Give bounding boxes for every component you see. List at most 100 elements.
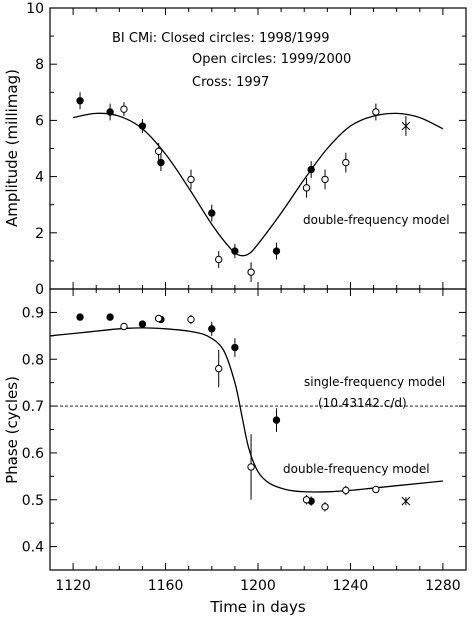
legend-title-line: BI CMi: Closed circles: 1998/1999 xyxy=(112,31,330,46)
ph-y-tick-label: 0.4 xyxy=(22,540,44,556)
open-circle-marker xyxy=(342,158,350,167)
closed-circle-marker xyxy=(272,247,281,255)
amplitude-panel: 0 2 4 6 8 10 Amplitude (millimag) BI CMi: Clo… xyxy=(3,1,467,298)
amp-point-open xyxy=(302,178,311,198)
amplitude-y-axis-label: Amplitude (millimag) xyxy=(3,69,21,227)
amp-point-closed xyxy=(272,242,281,260)
amp-point-open xyxy=(215,251,223,268)
open-circle-marker xyxy=(120,105,128,113)
amp-point-cross xyxy=(401,116,411,136)
open-circle-marker xyxy=(215,255,223,264)
amp-point-closed xyxy=(208,204,216,222)
amp-y-tick-label: 4 xyxy=(35,170,44,186)
open-circle-marker xyxy=(342,486,350,495)
phase-data-points xyxy=(76,313,411,512)
amp-point-closed xyxy=(231,244,239,259)
x-tick-label: 1120 xyxy=(55,578,91,594)
open-circle-marker xyxy=(120,322,128,331)
ph-point-closed xyxy=(138,320,147,328)
amp-y-tick-label: 8 xyxy=(35,57,44,73)
open-circle-marker xyxy=(154,314,163,323)
ph-point-closed xyxy=(272,408,281,432)
open-circle-marker xyxy=(187,315,195,324)
ph-point-closed xyxy=(231,338,239,357)
x-tick-label: 1280 xyxy=(425,578,461,594)
amplitude-plot-frame xyxy=(49,7,467,290)
closed-circle-marker xyxy=(272,416,281,424)
phase-x-ticks: 1120 1160 1200 1240 1280 xyxy=(55,289,461,594)
x-tick-label: 1160 xyxy=(148,578,184,594)
amp-y-tick-label: 0 xyxy=(35,282,44,298)
amp-point-open xyxy=(120,102,128,117)
open-circle-marker xyxy=(247,268,255,276)
x-axis-label: Time in days xyxy=(209,598,306,616)
phase-plot-frame xyxy=(49,288,467,571)
amp-point-open xyxy=(372,103,380,121)
open-circle-marker xyxy=(372,108,380,116)
closed-circle-marker xyxy=(157,158,165,167)
amp-point-closed xyxy=(76,92,84,110)
ph-y-tick-label: 0.9 xyxy=(22,305,44,321)
single-frequency-value-label: (10.43142 c/d) xyxy=(318,396,407,410)
ph-point-open xyxy=(321,502,329,512)
amp-point-closed xyxy=(106,103,114,121)
phase-y-ticks: 0.4 0.5 0.6 0.7 0.8 0.9 xyxy=(22,288,466,571)
legend-open-circles-line: Open circles: 1999/2000 xyxy=(192,52,351,67)
legend-cross-line: Cross: 1997 xyxy=(192,75,269,90)
closed-circle-marker xyxy=(138,122,147,130)
ph-point-closed xyxy=(76,313,84,321)
ph-y-tick-label: 0.5 xyxy=(22,493,44,509)
amp-point-open xyxy=(342,152,350,173)
ph-y-tick-label: 0.8 xyxy=(22,352,44,368)
open-circle-marker xyxy=(187,175,195,184)
closed-circle-marker xyxy=(138,320,147,328)
closed-circle-marker xyxy=(106,313,114,321)
open-circle-marker xyxy=(302,496,311,504)
amp-point-closed xyxy=(138,118,147,134)
amplitude-data-points xyxy=(76,92,411,282)
closed-circle-marker xyxy=(76,97,84,105)
open-circle-marker xyxy=(154,147,163,156)
closed-circle-marker xyxy=(208,209,216,217)
amp-point-closed xyxy=(157,154,165,171)
closed-circle-marker xyxy=(307,165,315,174)
ph-point-open xyxy=(302,495,311,505)
closed-circle-marker xyxy=(106,108,114,116)
amp-y-tick-label: 2 xyxy=(35,226,44,242)
ph-point-open xyxy=(215,349,223,388)
amp-point-open xyxy=(247,262,255,282)
amp-point-open xyxy=(154,142,163,160)
closed-circle-marker xyxy=(208,325,216,333)
ph-point-cross xyxy=(401,496,411,506)
amp-point-closed xyxy=(307,161,315,179)
ph-y-tick-label: 0.7 xyxy=(22,399,44,415)
ph-point-closed xyxy=(208,321,216,336)
ph-point-open xyxy=(247,434,255,500)
open-circle-marker xyxy=(321,175,329,184)
phase-panel: 0.40.50.60.70.80.9 1120 1160 1200 1240 1280 … xyxy=(3,288,467,616)
ph-point-open xyxy=(120,322,128,331)
amplitude-y-ticks: 0 2 4 6 8 10 xyxy=(26,1,466,298)
phase-model-label: double-frequency model xyxy=(283,462,430,476)
closed-circle-marker xyxy=(76,313,84,321)
ph-point-open xyxy=(342,485,350,496)
amp-point-open xyxy=(187,169,195,190)
open-circle-marker xyxy=(215,364,223,373)
single-frequency-model-label: single-frequency model xyxy=(304,375,445,389)
amplitude-x-ticks xyxy=(72,8,444,289)
closed-circle-marker xyxy=(231,343,239,352)
ph-y-tick-label: 0.6 xyxy=(22,446,44,462)
amplitude-model-curve xyxy=(72,112,444,257)
ph-point-closed xyxy=(106,313,114,321)
phase-y-axis-label: Phase (cycles) xyxy=(3,376,21,484)
x-tick-label: 1200 xyxy=(240,578,276,594)
ph-point-open xyxy=(372,485,380,494)
open-circle-marker xyxy=(372,485,380,494)
amp-point-open xyxy=(321,169,329,190)
open-circle-marker xyxy=(247,463,255,471)
x-tick-label: 1240 xyxy=(333,578,369,594)
open-circle-marker xyxy=(321,503,329,511)
amp-y-tick-label: 6 xyxy=(35,113,44,129)
phase-model-curve xyxy=(49,327,443,493)
ph-point-open xyxy=(187,314,195,325)
